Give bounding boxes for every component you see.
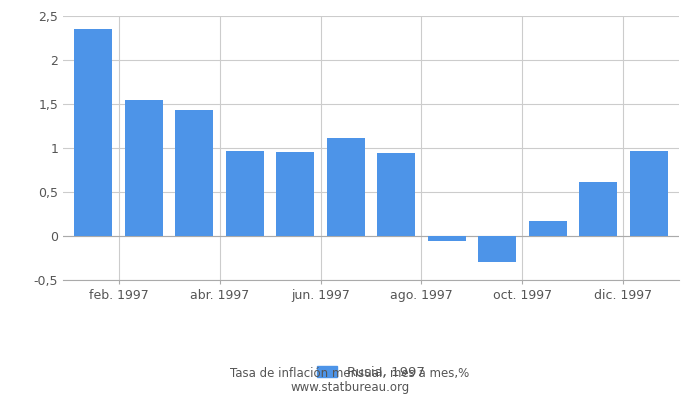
Legend: Rusia, 1997: Rusia, 1997 [312,360,430,384]
Bar [226,151,264,236]
Bar [580,182,617,236]
Bar [528,221,567,236]
Bar [125,100,162,236]
Bar [74,29,112,236]
Text: www.statbureau.org: www.statbureau.org [290,381,410,394]
Bar [478,236,516,262]
Text: Tasa de inflación mensual, mes a mes,%: Tasa de inflación mensual, mes a mes,% [230,368,470,380]
Bar [327,138,365,236]
Bar [377,153,415,236]
Bar [175,110,214,236]
Bar [428,236,466,241]
Bar [630,151,668,236]
Bar [276,152,314,236]
